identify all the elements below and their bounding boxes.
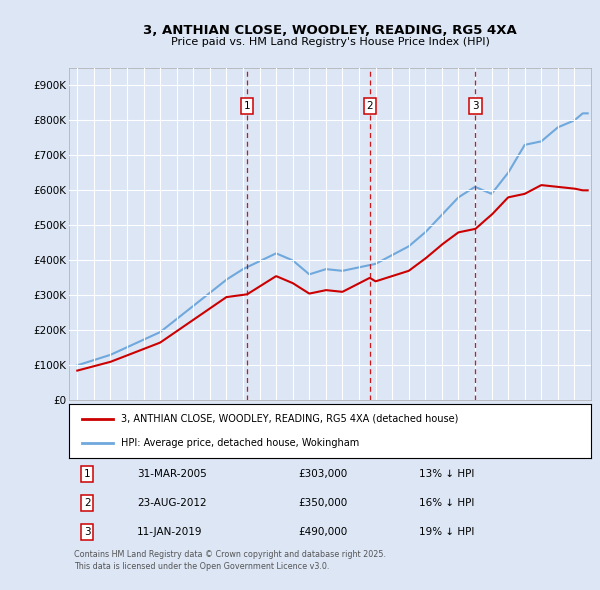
Text: 19% ↓ HPI: 19% ↓ HPI xyxy=(419,527,474,537)
Text: 1: 1 xyxy=(244,101,250,112)
Text: 16% ↓ HPI: 16% ↓ HPI xyxy=(419,498,474,508)
Text: Price paid vs. HM Land Registry's House Price Index (HPI): Price paid vs. HM Land Registry's House … xyxy=(170,37,490,47)
Text: 2: 2 xyxy=(84,498,91,508)
Text: 2: 2 xyxy=(367,101,373,112)
Text: 3, ANTHIAN CLOSE, WOODLEY, READING, RG5 4XA: 3, ANTHIAN CLOSE, WOODLEY, READING, RG5 … xyxy=(143,24,517,37)
Text: £350,000: £350,000 xyxy=(299,498,348,508)
Text: HPI: Average price, detached house, Wokingham: HPI: Average price, detached house, Woki… xyxy=(121,438,359,448)
Text: 13% ↓ HPI: 13% ↓ HPI xyxy=(419,469,474,479)
Text: 23-AUG-2012: 23-AUG-2012 xyxy=(137,498,206,508)
Text: 3, ANTHIAN CLOSE, WOODLEY, READING, RG5 4XA (detached house): 3, ANTHIAN CLOSE, WOODLEY, READING, RG5 … xyxy=(121,414,458,424)
Text: £303,000: £303,000 xyxy=(299,469,348,479)
Text: 3: 3 xyxy=(84,527,91,537)
Text: 11-JAN-2019: 11-JAN-2019 xyxy=(137,527,202,537)
Text: 1: 1 xyxy=(84,469,91,479)
Text: Contains HM Land Registry data © Crown copyright and database right 2025.
This d: Contains HM Land Registry data © Crown c… xyxy=(74,550,386,571)
Text: £490,000: £490,000 xyxy=(299,527,348,537)
Text: 3: 3 xyxy=(472,101,479,112)
Text: 31-MAR-2005: 31-MAR-2005 xyxy=(137,469,206,479)
